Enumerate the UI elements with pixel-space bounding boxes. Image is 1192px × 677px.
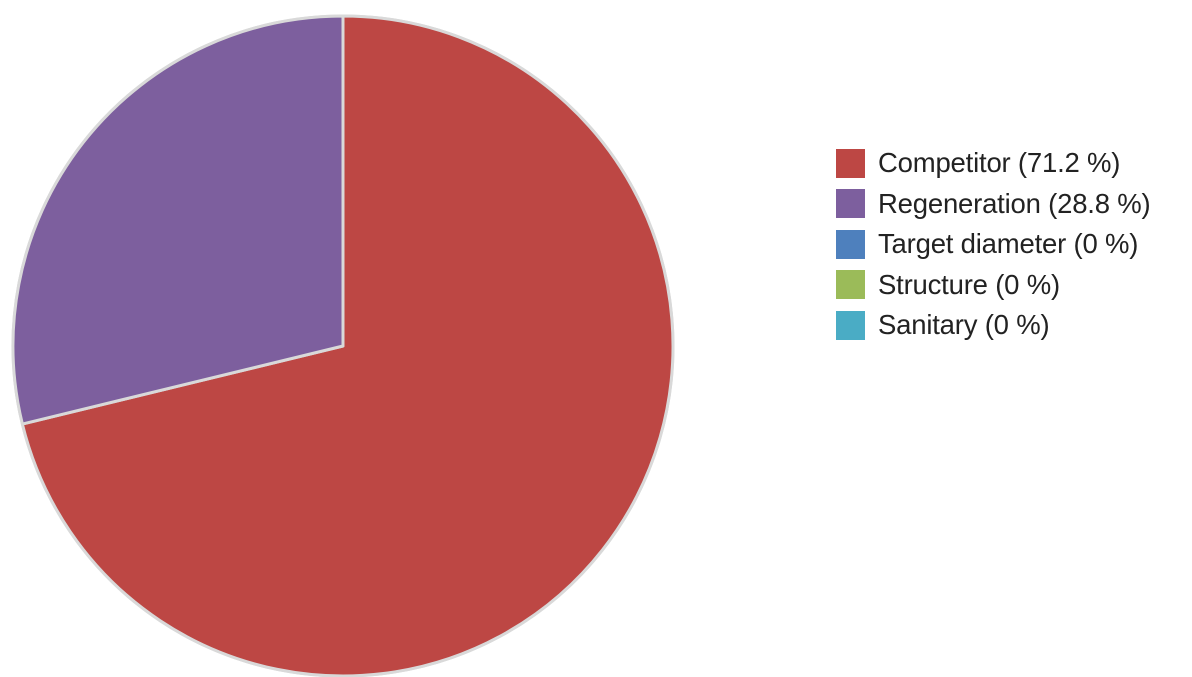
legend-item-regeneration: Regeneration (28.8 %) xyxy=(836,184,1151,225)
pie-slice-competitor xyxy=(20,14,675,677)
legend-item-competitor: Competitor (71.2 %) xyxy=(836,143,1151,184)
chart-legend: Competitor (71.2 %) Regeneration (28.8 %… xyxy=(836,143,1151,346)
legend-swatch-competitor xyxy=(836,148,865,178)
legend-label-competitor: Competitor (71.2 %) xyxy=(878,147,1121,179)
legend-swatch-target-diameter xyxy=(836,229,865,259)
legend-label-target-diameter: Target diameter (0 %) xyxy=(878,228,1139,260)
legend-label-structure: Structure (0 %) xyxy=(878,268,1060,300)
legend-label-regeneration: Regeneration (28.8 %) xyxy=(878,187,1151,219)
legend-swatch-regeneration xyxy=(836,189,865,219)
legend-label-sanitary: Sanitary (0 %) xyxy=(878,309,1050,341)
legend-item-target-diameter: Target diameter (0 %) xyxy=(836,224,1151,265)
pie-slices xyxy=(11,14,675,677)
legend-item-structure: Structure (0 %) xyxy=(836,265,1151,306)
pie-slice-regeneration xyxy=(11,14,345,426)
legend-swatch-structure xyxy=(836,270,865,300)
legend-swatch-sanitary xyxy=(836,310,865,340)
legend-item-sanitary: Sanitary (0 %) xyxy=(836,305,1151,346)
